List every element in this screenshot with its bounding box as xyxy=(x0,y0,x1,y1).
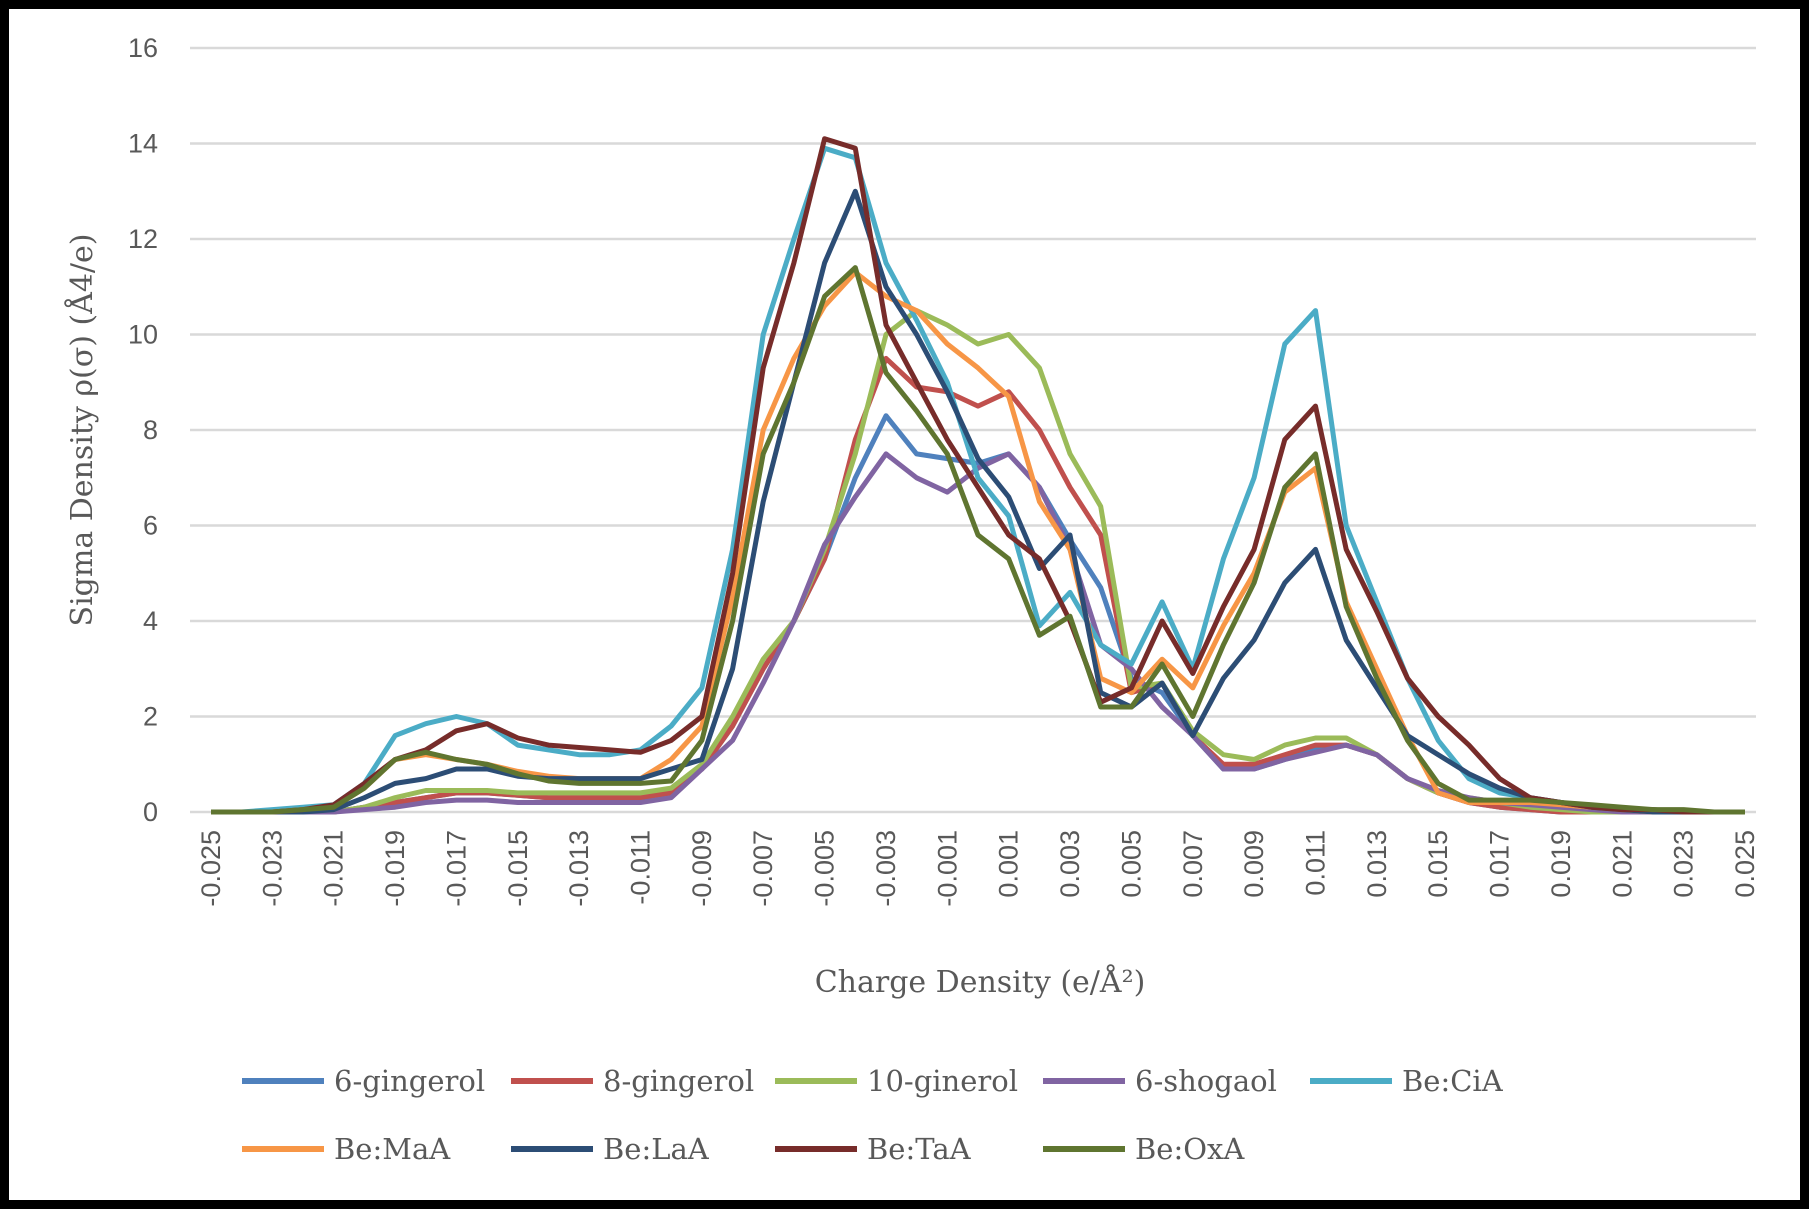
x-tick-label: 0.017 xyxy=(1485,830,1515,898)
legend-item: 6-shogaol xyxy=(1043,1064,1277,1098)
legend-label: 10-ginerol xyxy=(867,1064,1018,1098)
legend: 6-gingerol 8-gingerol 10-ginerol 6-shogaol B… xyxy=(242,1064,1504,1166)
y-tick-label: 0 xyxy=(143,797,158,827)
y-tick-label: 14 xyxy=(128,129,158,159)
y-tick-label: 6 xyxy=(143,511,158,541)
x-tick-label: 0.005 xyxy=(1116,830,1146,898)
x-axis-title: Charge Density (e/Å²) xyxy=(815,964,1146,1000)
x-tick-label: -0.015 xyxy=(503,830,533,907)
x-tick-label: 0.019 xyxy=(1546,830,1576,898)
x-axis-ticks: -0.025 -0.023 -0.021 -0.019 -0.017 -0.015 -0.0… xyxy=(196,830,1760,907)
x-tick-label: 0.009 xyxy=(1239,830,1269,898)
x-tick-label: -0.025 xyxy=(196,830,226,907)
x-tick-label: -0.007 xyxy=(748,830,778,907)
x-tick-label: 0.011 xyxy=(1300,830,1330,896)
x-tick-label: -0.009 xyxy=(687,830,717,907)
legend-label: 6-gingerol xyxy=(334,1064,485,1098)
legend-label: Be:CiA xyxy=(1402,1064,1504,1098)
y-tick-label: 4 xyxy=(143,606,158,636)
series-line-be-maa xyxy=(211,269,1745,815)
x-tick-label: 0.003 xyxy=(1055,830,1085,898)
y-tick-label: 8 xyxy=(143,415,158,445)
legend-item: Be:LaA xyxy=(511,1132,710,1166)
x-tick-label: -0.003 xyxy=(871,830,901,907)
x-tick-label: 0.001 xyxy=(994,830,1024,898)
x-tick-label: 0.021 xyxy=(1607,830,1637,898)
x-tick-label: -0.019 xyxy=(380,830,410,907)
legend-item: Be:OxA xyxy=(1043,1132,1245,1166)
legend-label: Be:TaA xyxy=(867,1132,972,1166)
x-tick-label: -0.021 xyxy=(319,830,349,907)
legend-item: 10-ginerol xyxy=(775,1064,1018,1098)
series-lines xyxy=(211,136,1745,815)
x-tick-label: -0.001 xyxy=(932,830,962,907)
x-tick-label: 0.015 xyxy=(1423,830,1453,898)
x-tick-label: -0.017 xyxy=(441,830,471,907)
legend-item: 6-gingerol xyxy=(242,1064,485,1098)
legend-item: Be:CiA xyxy=(1310,1064,1504,1098)
x-tick-label: 0.023 xyxy=(1669,830,1699,898)
y-tick-label: 12 xyxy=(128,224,158,254)
series-line-10-ginerol xyxy=(211,308,1745,815)
legend-label: Be:MaA xyxy=(334,1132,451,1166)
y-axis-title: Sigma Density ρ(σ) (Å4/e) xyxy=(64,234,100,627)
legend-label: 8-gingerol xyxy=(603,1064,754,1098)
x-tick-label: -0.023 xyxy=(257,830,287,907)
x-tick-label: 0.025 xyxy=(1730,830,1760,898)
legend-item: Be:TaA xyxy=(775,1132,972,1166)
legend-label: 6-shogaol xyxy=(1135,1064,1277,1098)
x-tick-label: -0.011 xyxy=(626,830,656,905)
x-tick-label: -0.013 xyxy=(564,830,594,907)
legend-item: Be:MaA xyxy=(242,1132,451,1166)
series-line-be-taa xyxy=(211,136,1745,815)
x-tick-label: 0.007 xyxy=(1178,830,1208,898)
legend-label: Be:OxA xyxy=(1135,1132,1245,1166)
y-axis-ticks: 0 2 4 6 8 10 12 14 16 xyxy=(128,33,158,827)
legend-label: Be:LaA xyxy=(603,1132,710,1166)
y-tick-label: 2 xyxy=(143,702,158,732)
y-tick-label: 16 xyxy=(128,33,158,63)
gridlines xyxy=(190,46,1756,814)
y-tick-label: 10 xyxy=(128,320,158,350)
series-line-be-oxa xyxy=(211,265,1745,815)
series-line-be-laa xyxy=(211,188,1745,815)
series-line-be-cia xyxy=(211,145,1745,815)
series-line-8-gingerol xyxy=(211,355,1745,815)
legend-item: 8-gingerol xyxy=(511,1064,754,1098)
x-tick-label: 0.013 xyxy=(1362,830,1392,898)
x-tick-label: -0.005 xyxy=(810,830,840,907)
